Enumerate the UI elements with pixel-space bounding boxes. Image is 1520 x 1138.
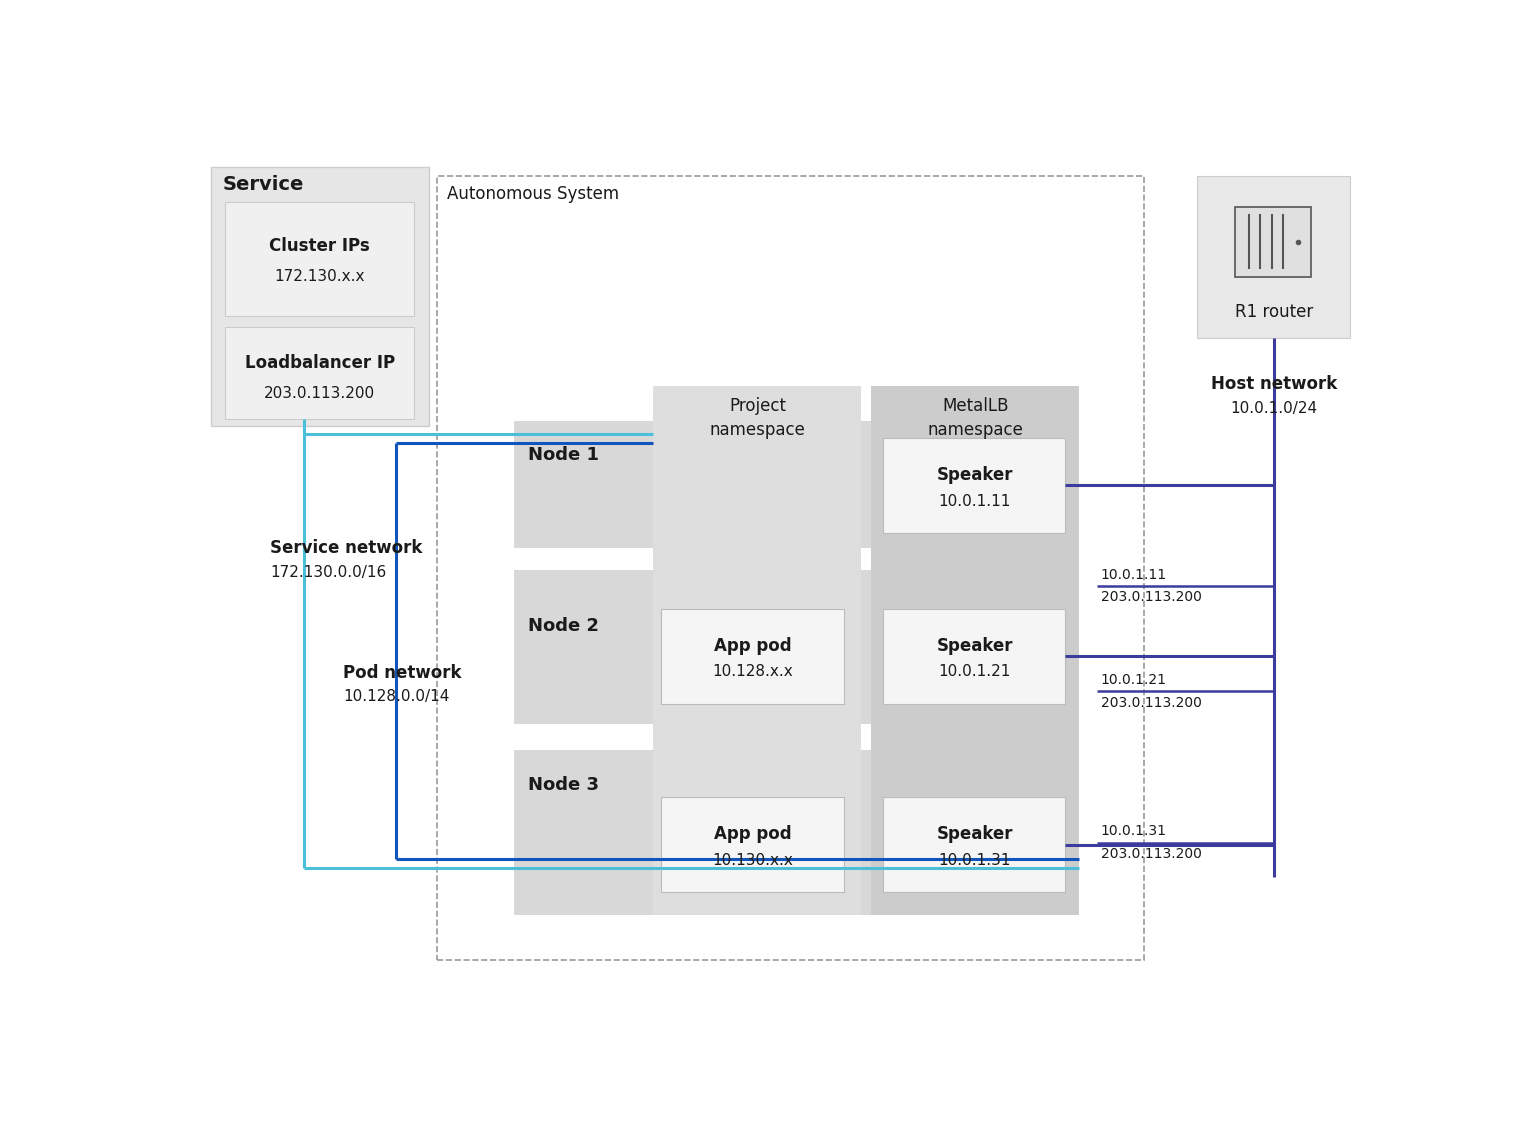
- Text: Speaker: Speaker: [936, 825, 1012, 843]
- Text: Loadbalancer IP: Loadbalancer IP: [245, 354, 395, 372]
- Text: 10.0.1.21: 10.0.1.21: [938, 665, 1011, 679]
- Bar: [1234, 207, 1312, 277]
- Text: 10.0.1.11: 10.0.1.11: [938, 494, 1011, 509]
- Bar: [883, 798, 1066, 892]
- Text: 172.130.0.0/16: 172.130.0.0/16: [271, 564, 386, 579]
- Text: App pod: App pod: [714, 636, 792, 654]
- Bar: [883, 438, 1066, 533]
- Bar: [514, 750, 1067, 915]
- Text: 203.0.113.200: 203.0.113.200: [1100, 591, 1201, 604]
- Text: Cluster IPs: Cluster IPs: [269, 237, 369, 255]
- Bar: [661, 798, 844, 892]
- Text: Speaker: Speaker: [936, 636, 1012, 654]
- Bar: [1198, 176, 1350, 338]
- Bar: [654, 386, 862, 915]
- Text: Project: Project: [730, 397, 786, 415]
- Bar: [211, 167, 429, 426]
- Text: Speaker: Speaker: [936, 465, 1012, 484]
- Text: 203.0.113.200: 203.0.113.200: [264, 386, 375, 401]
- Text: 10.0.1.31: 10.0.1.31: [1100, 824, 1166, 839]
- Text: Node 1: Node 1: [527, 446, 599, 463]
- Text: Pod network: Pod network: [344, 663, 462, 682]
- Bar: [514, 570, 1067, 724]
- Text: 203.0.113.200: 203.0.113.200: [1100, 847, 1201, 861]
- Text: Node 2: Node 2: [527, 617, 599, 635]
- Text: 10.0.1.21: 10.0.1.21: [1100, 673, 1166, 687]
- Text: Service: Service: [223, 175, 304, 195]
- Text: 10.128.x.x: 10.128.x.x: [713, 665, 793, 679]
- Text: 10.130.x.x: 10.130.x.x: [713, 852, 793, 868]
- Text: namespace: namespace: [710, 421, 806, 439]
- Bar: [225, 327, 413, 419]
- Bar: [438, 176, 1145, 960]
- Text: namespace: namespace: [927, 421, 1023, 439]
- Bar: [661, 609, 844, 703]
- Text: App pod: App pod: [714, 825, 792, 843]
- Bar: [514, 421, 1067, 549]
- Text: 10.0.1.11: 10.0.1.11: [1100, 568, 1167, 582]
- Text: 10.128.0.0/14: 10.128.0.0/14: [344, 688, 450, 704]
- Bar: [883, 609, 1066, 703]
- Text: Node 3: Node 3: [527, 776, 599, 794]
- Text: R1 router: R1 router: [1234, 303, 1313, 321]
- Text: Autonomous System: Autonomous System: [447, 184, 619, 203]
- Bar: [871, 386, 1079, 915]
- Text: 10.0.1.31: 10.0.1.31: [938, 852, 1011, 868]
- Text: Host network: Host network: [1210, 374, 1338, 393]
- Bar: [225, 203, 413, 316]
- Text: 10.0.1.0/24: 10.0.1.0/24: [1230, 401, 1318, 415]
- Text: Service network: Service network: [271, 539, 423, 558]
- Text: MetalLB: MetalLB: [942, 397, 1009, 415]
- Text: 203.0.113.200: 203.0.113.200: [1100, 695, 1201, 710]
- Text: 172.130.x.x: 172.130.x.x: [274, 270, 365, 284]
